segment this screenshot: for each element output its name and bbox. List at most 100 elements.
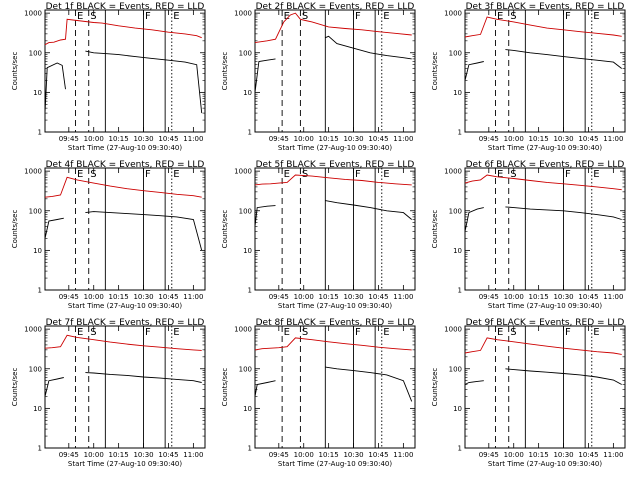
x-axis-label: Start Time (27-Aug-10 09:30:40) <box>68 144 182 152</box>
y-tick-label: 10 <box>243 89 252 97</box>
x-tick-label: 10:00 <box>294 451 314 459</box>
x-tick-label: 10:45 <box>578 293 598 301</box>
plot-frame <box>254 167 416 291</box>
x-tick-label: 11:00 <box>603 451 623 459</box>
y-tick-label: 10 <box>33 247 42 255</box>
y-tick-label: 1000 <box>444 10 462 18</box>
x-axis-label: Start Time (27-Aug-10 09:30:40) <box>278 302 392 310</box>
panel-7: Det 7f BLACK = Events, RED = LLD 1 10 100 10… <box>11 318 206 468</box>
panel-title: Det 2f BLACK = Events, RED = LLD <box>256 2 415 12</box>
y-tick-label: 1 <box>248 445 252 453</box>
x-tick-label: 09:45 <box>479 135 499 143</box>
x-tick-label: 10:30 <box>133 135 153 143</box>
event-marker-label: S <box>302 169 308 180</box>
x-tick-label: 11:00 <box>603 135 623 143</box>
x-tick-label: 09:45 <box>269 293 289 301</box>
series-black-events <box>254 366 413 402</box>
panel-title: Det 4f BLACK = Events, RED = LLD <box>46 160 205 170</box>
event-marker-label: S <box>510 11 516 22</box>
y-tick-label: 10 <box>243 405 252 413</box>
y-tick-label: 100 <box>29 365 42 373</box>
x-axis-label: Start Time (27-Aug-10 09:30:40) <box>278 144 392 152</box>
y-tick-label: 100 <box>239 207 252 215</box>
series-black-events <box>44 372 202 397</box>
event-marker-label: E <box>497 169 503 180</box>
y-tick-label: 100 <box>239 365 252 373</box>
panel-title: Det 8f BLACK = Events, RED = LLD <box>256 318 415 328</box>
x-tick-label: 10:15 <box>319 293 339 301</box>
y-tick-label: 1000 <box>444 326 462 334</box>
event-marker-label: S <box>302 11 308 22</box>
event-marker-label: F <box>145 169 151 180</box>
x-tick-label: 09:45 <box>59 135 79 143</box>
series-red-lld <box>464 16 622 38</box>
series-black-events <box>44 50 203 114</box>
series-black-events <box>254 200 412 227</box>
event-marker-label: F <box>355 11 361 22</box>
y-tick-label: 1000 <box>444 168 462 176</box>
x-tick-label: 10:30 <box>133 451 153 459</box>
x-tick-label: 10:00 <box>504 293 524 301</box>
x-tick-label: 10:45 <box>578 135 598 143</box>
event-marker-label: E <box>284 169 290 180</box>
y-tick-label: 10 <box>33 89 42 97</box>
panel-title: Det 1f BLACK = Events, RED = LLD <box>46 2 205 12</box>
y-tick-label: 1000 <box>234 10 252 18</box>
panel-3: Det 3f BLACK = Events, RED = LLD 1 10 100 10… <box>431 2 626 152</box>
plot-frame <box>44 325 206 449</box>
x-tick-label: 11:00 <box>393 451 413 459</box>
event-marker-label: S <box>510 327 516 338</box>
y-tick-label: 10 <box>33 405 42 413</box>
y-tick-label: 1 <box>38 129 42 137</box>
x-tick-label: 10:45 <box>158 451 178 459</box>
x-tick-label: 09:45 <box>479 293 499 301</box>
y-tick-label: 1 <box>458 287 462 295</box>
series-black-events <box>464 368 622 385</box>
y-tick-label: 1000 <box>234 168 252 176</box>
series-black-events <box>44 211 203 251</box>
x-tick-label: 10:30 <box>553 451 573 459</box>
y-tick-label: 1 <box>38 445 42 453</box>
y-tick-label: 100 <box>449 207 462 215</box>
x-tick-label: 10:15 <box>529 135 549 143</box>
event-marker-label: E <box>593 327 599 338</box>
event-marker-label: S <box>90 11 96 22</box>
x-tick-label: 10:00 <box>294 135 314 143</box>
x-tick-label: 09:45 <box>269 451 289 459</box>
x-tick-label: 10:45 <box>368 293 388 301</box>
x-tick-label: 10:45 <box>368 135 388 143</box>
x-tick-label: 09:45 <box>59 451 79 459</box>
series-red-lld <box>254 12 412 44</box>
event-marker-label: E <box>77 169 83 180</box>
event-marker-label: E <box>77 11 83 22</box>
x-tick-label: 11:00 <box>183 451 203 459</box>
series-red-lld <box>464 337 622 355</box>
x-tick-label: 09:45 <box>269 135 289 143</box>
plot-frame <box>464 167 626 291</box>
y-tick-label: 1 <box>248 129 252 137</box>
y-tick-label: 1000 <box>24 326 42 334</box>
event-marker-label: F <box>355 327 361 338</box>
event-marker-label: E <box>497 11 503 22</box>
panel-2: Det 2f BLACK = Events, RED = LLD 1 10 100 10… <box>221 2 416 152</box>
x-tick-label: 10:15 <box>529 451 549 459</box>
y-axis-label: Counts/sec <box>221 210 229 249</box>
plot-frame <box>254 9 416 133</box>
series-red-lld <box>254 174 412 186</box>
panel-title: Det 6f BLACK = Events, RED = LLD <box>466 160 625 170</box>
event-marker-label: E <box>383 169 389 180</box>
plot-frame <box>464 325 626 449</box>
x-tick-label: 10:00 <box>504 135 524 143</box>
x-tick-label: 10:15 <box>319 135 339 143</box>
event-marker-label: F <box>145 11 151 22</box>
y-tick-label: 100 <box>239 49 252 57</box>
x-tick-label: 10:30 <box>343 293 363 301</box>
y-tick-label: 1 <box>38 287 42 295</box>
x-tick-label: 11:00 <box>393 293 413 301</box>
y-tick-label: 100 <box>449 365 462 373</box>
event-marker-label: F <box>565 169 571 180</box>
event-marker-label: S <box>90 169 96 180</box>
x-axis-label: Start Time (27-Aug-10 09:30:40) <box>488 302 602 310</box>
event-marker-label: E <box>173 327 179 338</box>
